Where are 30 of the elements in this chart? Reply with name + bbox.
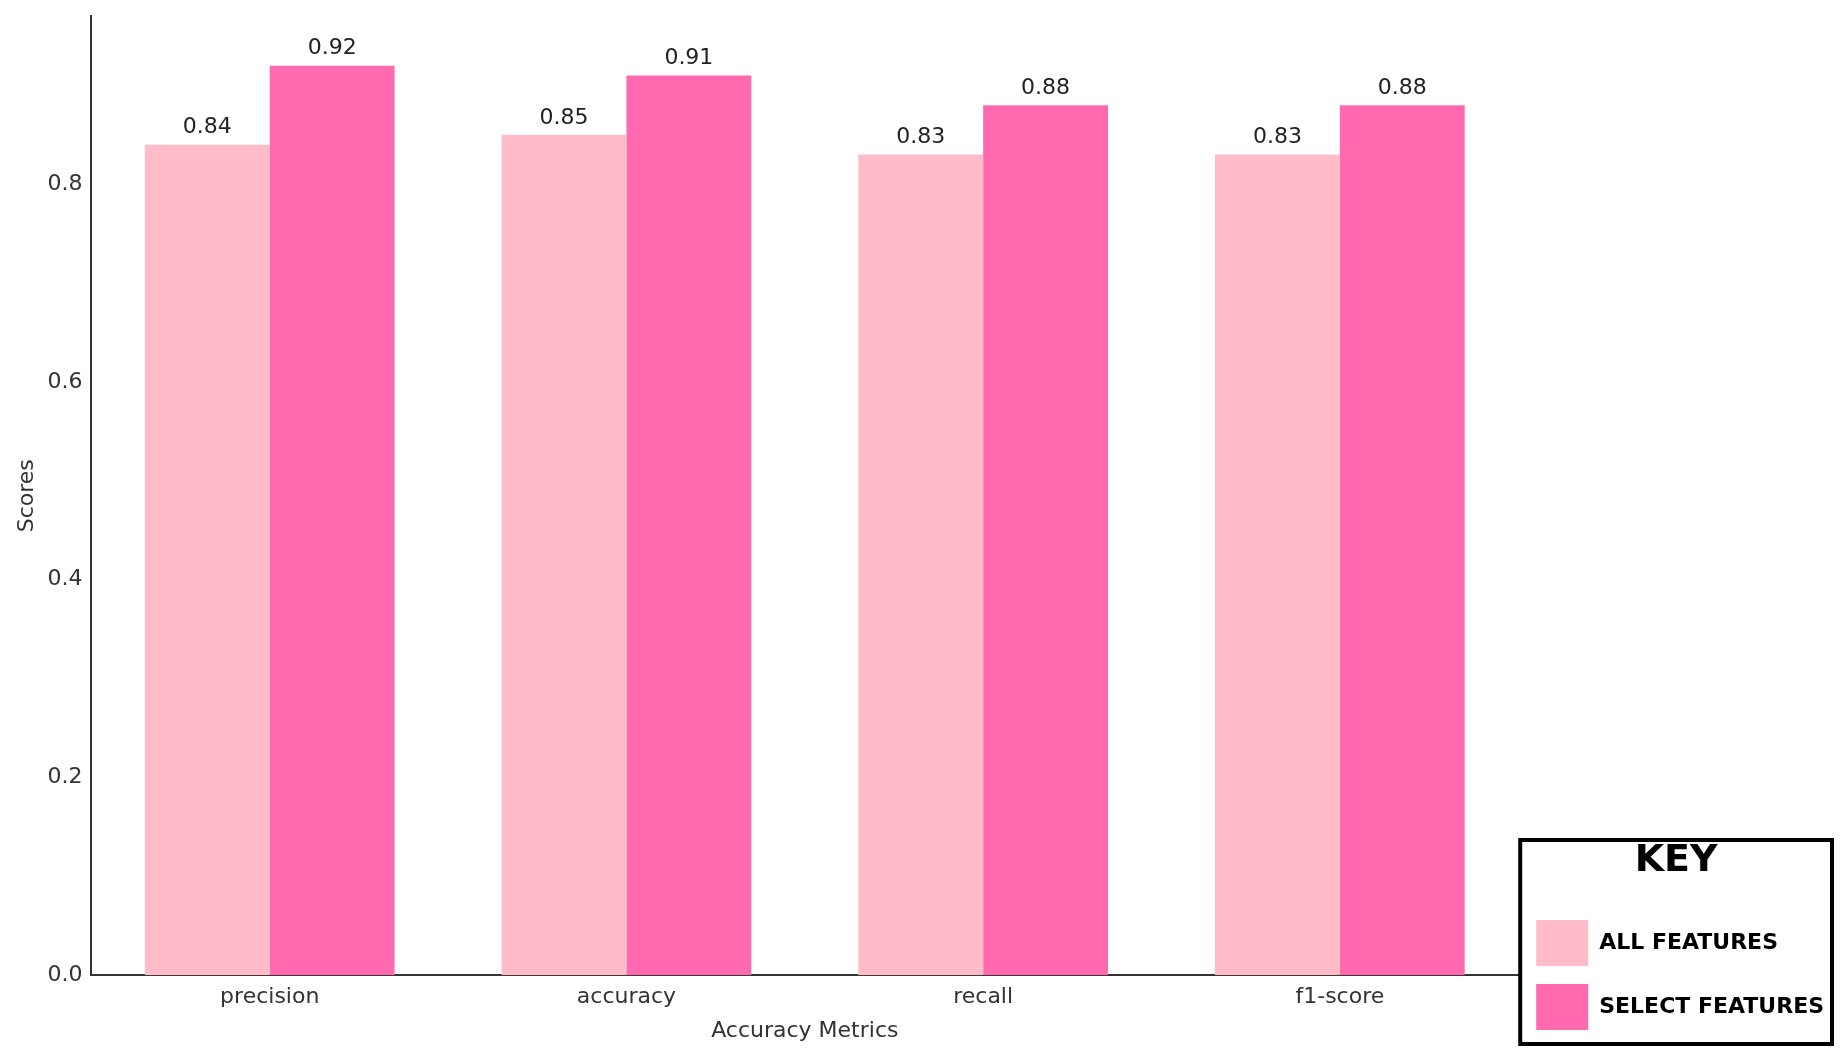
legend-label: ALL FEATURES: [1599, 928, 1779, 954]
data-label: 0.83: [896, 123, 946, 149]
bar: [858, 154, 984, 976]
y-tick-label: 0.8: [47, 169, 83, 195]
data-label: 0.85: [539, 103, 589, 129]
data-label: 0.83: [1252, 123, 1302, 149]
bar: [1215, 154, 1340, 976]
data-label: 0.84: [182, 113, 232, 139]
y-tick-label: 0.2: [47, 763, 83, 789]
data-label: 0.91: [664, 44, 714, 70]
y-tick-label: 0.6: [47, 367, 83, 393]
data-label: 0.88: [1377, 73, 1427, 99]
x-tick-label: f1-score: [1295, 983, 1385, 1009]
x-tick-label: recall: [953, 983, 1014, 1009]
x-tick-label: precision: [220, 983, 320, 1009]
y-tick-label: 0.0: [47, 960, 83, 986]
bar: [144, 144, 270, 976]
y-axis-title: Scores: [12, 459, 38, 533]
y-tick-label: 0.4: [47, 565, 83, 591]
data-label: 0.88: [1021, 73, 1071, 99]
bar: [1339, 105, 1465, 976]
bar: [269, 65, 395, 976]
bar: [626, 75, 752, 976]
legend-title: KEY: [1634, 836, 1719, 881]
bar: [983, 105, 1108, 976]
data-label: 0.92: [307, 34, 357, 60]
bar: [501, 134, 627, 976]
x-tick-label: accuracy: [576, 983, 677, 1009]
x-axis-title: Accuracy Metrics: [711, 1016, 899, 1042]
legend-label: SELECT FEATURES: [1599, 992, 1825, 1018]
